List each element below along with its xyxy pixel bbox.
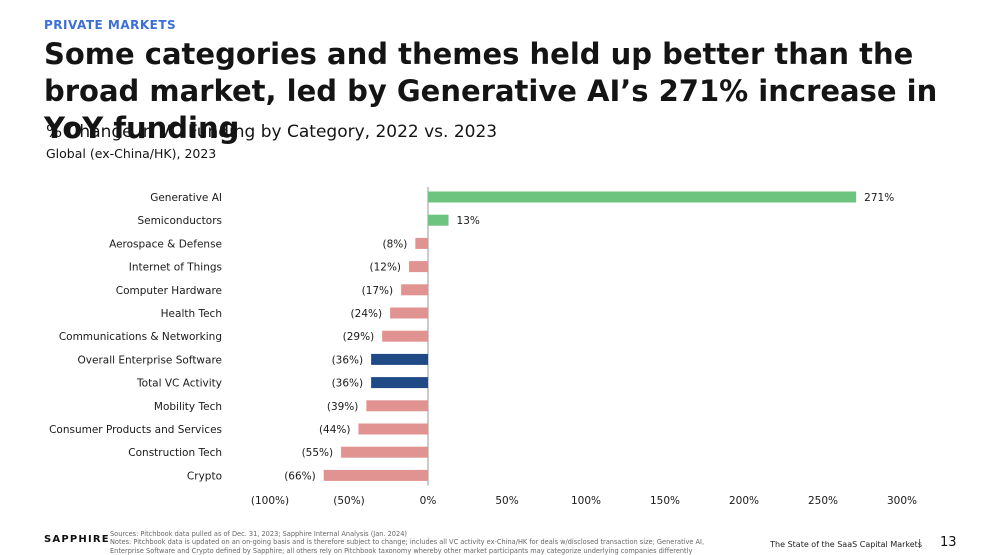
x-tick-label: 200% <box>729 495 759 507</box>
bar <box>409 261 428 273</box>
data-label: (39%) <box>327 401 359 413</box>
category-label: Total VC Activity <box>136 378 222 390</box>
category-label: Semiconductors <box>137 215 222 227</box>
category-label: Consumer Products and Services <box>49 424 222 436</box>
bar <box>401 284 428 296</box>
data-label: 271% <box>864 192 894 204</box>
x-tick-label: (50%) <box>333 495 365 507</box>
footer-separator: | <box>918 539 922 549</box>
x-tick-label: (100%) <box>251 495 289 507</box>
category-label: Health Tech <box>161 308 222 320</box>
chart-title: % Change in VC Funding by Category, 2022… <box>46 122 498 142</box>
sapphire-logo: SAPPHIRE <box>44 534 110 545</box>
bar <box>428 191 857 203</box>
bar <box>428 214 449 226</box>
section-eyebrow: PRIVATE MARKETS <box>44 18 177 32</box>
notes-line: Notes: Pitchbook data is updated on an o… <box>110 538 705 547</box>
category-label: Generative AI <box>150 192 222 204</box>
category-label: Communications & Networking <box>59 331 222 343</box>
data-label: (17%) <box>362 285 394 297</box>
data-label: (29%) <box>343 331 375 343</box>
data-label: (36%) <box>332 378 364 390</box>
sources-note: Sources: Pitchbook data pulled as of Dec… <box>110 530 750 555</box>
x-tick-label: 150% <box>650 495 680 507</box>
bar <box>323 469 428 481</box>
data-label: 13% <box>457 215 480 227</box>
x-tick-label: 250% <box>808 495 838 507</box>
chart-subtitle: Global (ex-China/HK), 2023 <box>46 146 217 161</box>
x-tick-label: 0% <box>420 495 437 507</box>
bar <box>341 446 428 458</box>
category-label: Computer Hardware <box>116 285 222 297</box>
bar <box>382 330 428 342</box>
sources-line: Sources: Pitchbook data pulled as of Dec… <box>110 530 407 538</box>
notes-line: Enterprise Software and Crypto defined b… <box>110 546 693 555</box>
bar <box>415 237 428 249</box>
bar <box>358 423 428 435</box>
data-label: (36%) <box>332 354 364 366</box>
x-tick-label: 50% <box>495 495 518 507</box>
data-label: (44%) <box>319 424 351 436</box>
data-label: (55%) <box>302 447 334 459</box>
bar-chart: Generative AI 271% Semiconductors 13% Aerosp… <box>49 187 917 507</box>
category-label: Overall Enterprise Software <box>78 354 223 366</box>
data-label: (66%) <box>284 470 316 482</box>
category-label: Aerospace & Defense <box>109 238 222 250</box>
bar <box>371 353 428 365</box>
data-label: (8%) <box>383 238 408 250</box>
data-label: (12%) <box>370 262 402 274</box>
x-tick-label: 300% <box>887 495 917 507</box>
page-headline: Some categories and themes held up bette… <box>44 37 938 145</box>
deck-title: The State of the SaaS Capital Markets <box>770 540 922 549</box>
bar <box>390 307 428 319</box>
x-tick-label: 100% <box>571 495 601 507</box>
category-label: Construction Tech <box>128 447 222 459</box>
bar <box>366 400 428 412</box>
category-label: Mobility Tech <box>154 401 222 413</box>
bar <box>371 377 428 389</box>
data-label: (24%) <box>351 308 383 320</box>
category-label: Crypto <box>187 470 222 482</box>
page-number: 13 <box>940 535 957 550</box>
category-label: Internet of Things <box>129 262 222 274</box>
